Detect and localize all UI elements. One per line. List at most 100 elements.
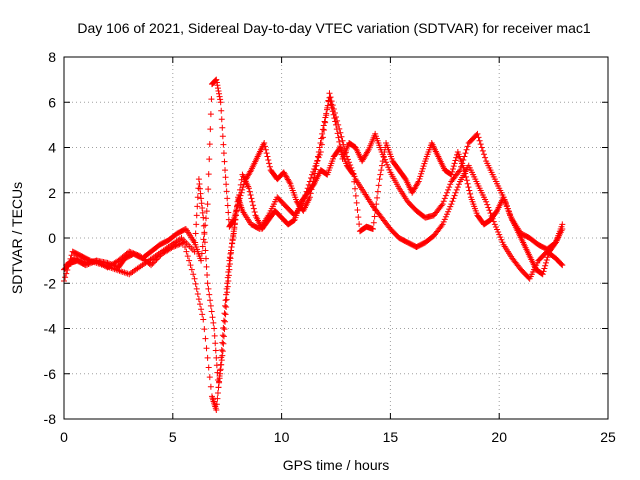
data-point	[323, 112, 330, 119]
data-point	[216, 379, 223, 386]
data-point	[205, 364, 212, 371]
x-axis-label: GPS time / hours	[283, 457, 390, 473]
data-point	[194, 203, 201, 210]
data-point	[558, 261, 565, 268]
data-point	[325, 97, 332, 104]
data-point	[218, 116, 225, 123]
data-point	[414, 179, 421, 186]
data-point	[217, 370, 224, 377]
data-point	[384, 161, 391, 168]
data-point	[461, 167, 468, 174]
data-point	[465, 184, 472, 191]
data-point	[446, 206, 453, 213]
data-point	[197, 301, 203, 308]
data-point	[340, 141, 347, 148]
data-point	[206, 291, 213, 298]
data-point	[246, 188, 253, 195]
data-point	[442, 192, 449, 199]
data-point	[445, 186, 452, 193]
data-point	[334, 130, 341, 137]
data-point	[215, 384, 222, 391]
data-point	[217, 366, 224, 373]
data-point	[219, 348, 226, 355]
data-point	[222, 318, 229, 325]
data-point	[134, 251, 141, 258]
data-point	[200, 214, 207, 221]
data-point	[224, 202, 231, 209]
data-point	[452, 189, 459, 196]
data-point	[133, 251, 140, 258]
data-point	[198, 250, 205, 257]
data-point	[232, 212, 239, 219]
data-point	[466, 187, 473, 194]
data-point	[207, 297, 214, 304]
data-point	[201, 326, 208, 333]
data-point	[250, 202, 257, 209]
data-point	[199, 205, 206, 212]
data-point	[200, 222, 207, 229]
data-point	[247, 168, 254, 175]
data-point	[183, 248, 190, 255]
data-point	[319, 134, 326, 141]
data-point	[455, 181, 462, 188]
data-point	[542, 262, 549, 269]
data-point	[196, 180, 203, 187]
data-point	[71, 255, 78, 262]
data-point	[177, 240, 184, 247]
data-point	[202, 247, 209, 254]
data-point	[354, 207, 361, 214]
data-point	[62, 274, 69, 281]
data-point	[266, 160, 273, 167]
data-point	[68, 252, 75, 259]
data-point	[464, 180, 471, 187]
data-point	[355, 214, 362, 221]
data-point	[328, 98, 335, 105]
y-axis-label: SDTVAR / TECUs	[9, 182, 25, 294]
data-point	[126, 248, 133, 255]
data-point	[438, 222, 445, 229]
data-point	[336, 138, 343, 145]
data-point	[370, 219, 377, 226]
data-point	[313, 160, 320, 167]
y-tick-label: 6	[48, 94, 56, 110]
data-point	[232, 216, 239, 223]
data-point	[202, 215, 209, 222]
data-point	[190, 271, 197, 278]
data-point	[463, 177, 470, 184]
data-point	[440, 198, 447, 205]
data-point	[251, 208, 258, 215]
data-point	[264, 153, 271, 160]
data-point	[224, 195, 231, 202]
data-point	[213, 79, 220, 86]
data-point	[233, 207, 240, 214]
data-point	[191, 248, 198, 255]
data-point	[184, 253, 191, 260]
data-point	[230, 228, 237, 235]
data-point	[211, 325, 218, 332]
data-point	[321, 126, 328, 133]
series-mac1-c	[61, 139, 566, 391]
data-point	[377, 171, 384, 178]
data-point	[335, 121, 342, 128]
data-point	[205, 186, 212, 193]
data-point	[451, 160, 458, 167]
data-point	[312, 163, 319, 170]
data-point	[216, 375, 223, 382]
data-point	[442, 213, 449, 220]
data-point	[223, 304, 230, 311]
data-point	[539, 271, 546, 278]
data-point	[245, 185, 252, 192]
data-point	[334, 117, 341, 124]
data-point	[463, 146, 470, 153]
data-point	[203, 345, 210, 352]
data-point	[559, 262, 566, 269]
data-point	[199, 243, 206, 250]
data-point	[463, 173, 470, 180]
data-point	[450, 163, 457, 170]
data-point	[249, 198, 256, 205]
data-point	[200, 316, 207, 323]
data-point	[150, 259, 157, 266]
data-point	[450, 195, 457, 202]
data-point	[266, 163, 273, 170]
data-point	[306, 178, 313, 185]
